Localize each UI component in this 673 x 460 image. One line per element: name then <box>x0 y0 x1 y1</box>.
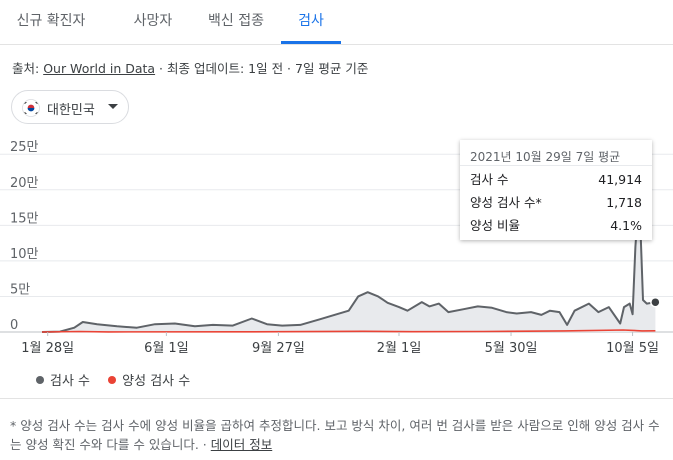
chart-hover <box>650 296 661 308</box>
chart-legend: 검사 수 양성 검사 수 <box>36 370 204 389</box>
y-tick-label: 0 <box>10 318 18 333</box>
series-line-tests <box>41 192 656 333</box>
x-tick-label: 1월 28일 <box>21 341 74 356</box>
tab-testing[interactable]: 검사 <box>298 13 324 29</box>
tooltip-value: 41,914 <box>598 172 642 187</box>
tooltip-label: 검사 수 <box>470 172 509 187</box>
testing-chart[interactable]: 1월 28일 6월 1일 9월 27일 2월 1일 5월 30일 10월 5일 0 5만 10… <box>0 135 673 360</box>
country-selector[interactable]: 대한민국 <box>11 90 129 124</box>
tooltip-date: 2021년 10월 29일 7일 평균 <box>470 150 621 164</box>
y-axis-ticks: 0 5만 10만 15만 20만 25만 <box>10 140 39 333</box>
x-tick-label: 9월 27일 <box>252 341 305 356</box>
source-update-info: · 최종 업데이트: 1일 전 · 7일 평균 기준 <box>155 61 369 76</box>
legend-dot-icon <box>108 376 117 384</box>
y-tick-label: 5만 <box>10 282 30 297</box>
tooltip-value: 1,718 <box>606 195 642 210</box>
legend-label: 양성 검사 수 <box>122 374 191 389</box>
x-tick-label: 5월 30일 <box>485 341 538 356</box>
x-tick-label: 6월 1일 <box>144 341 189 356</box>
tab-bar: 신규 확진자 사망자 백신 접종 검사 <box>0 0 673 45</box>
chart-tooltip: 2021년 10월 29일 7일 평균 검사 수 41,914 양성 검사 수*… <box>460 140 652 240</box>
tab-vaccinations[interactable]: 백신 접종 <box>208 13 264 29</box>
chart-series <box>41 192 656 333</box>
series-line-positive <box>41 329 656 333</box>
tooltip-value: 4.1% <box>610 218 642 233</box>
source-line: 출처: Our World in Data · 최종 업데이트: 1일 전 · … <box>12 58 368 77</box>
tab-new-cases[interactable]: 신규 확진자 <box>16 13 86 29</box>
footer-divider <box>0 398 673 399</box>
legend-label: 검사 수 <box>50 374 91 389</box>
tooltip-label: 양성 검사 수* <box>470 195 542 210</box>
source-link[interactable]: Our World in Data <box>43 61 156 76</box>
tab-deaths[interactable]: 사망자 <box>133 13 173 29</box>
source-prefix: 출처: <box>12 61 44 76</box>
x-axis-ticks: 1월 28일 6월 1일 9월 27일 2월 1일 5월 30일 10월 5일 <box>21 332 659 356</box>
active-tab-indicator <box>281 41 341 44</box>
legend-item-positive[interactable]: 양성 검사 수 <box>108 370 190 389</box>
tooltip-row-rate: 양성 비율 4.1% <box>470 215 642 237</box>
data-info-link[interactable]: 데이터 정보 <box>210 437 273 452</box>
tooltip-row-positive: 양성 검사 수* 1,718 <box>470 192 642 214</box>
series-area-tests <box>42 193 656 332</box>
dropdown-caret-icon <box>108 104 118 109</box>
south-korea-flag-icon <box>22 99 40 117</box>
y-tick-label: 20만 <box>10 176 39 191</box>
x-tick-label: 10월 5일 <box>606 341 659 356</box>
y-tick-label: 25만 <box>10 140 39 155</box>
legend-dot-icon <box>36 376 44 384</box>
y-tick-label: 15만 <box>10 211 39 226</box>
footnote: * 양성 검사 수는 검사 수에 양성 비율을 곱하여 추정합니다. 보고 방식… <box>10 416 665 454</box>
tooltip-divider <box>460 165 652 166</box>
tooltip-label: 양성 비율 <box>470 218 520 233</box>
country-label: 대한민국 <box>47 103 95 118</box>
tooltip-row-tests: 검사 수 41,914 <box>470 169 642 191</box>
footnote-text: * 양성 검사 수는 검사 수에 양성 비율을 곱하여 추정합니다. 보고 방식… <box>10 418 660 452</box>
hover-point-marker <box>650 296 661 308</box>
x-tick-label: 2월 1일 <box>377 341 422 356</box>
y-tick-label: 10만 <box>10 247 39 262</box>
legend-item-tests[interactable]: 검사 수 <box>36 370 90 389</box>
